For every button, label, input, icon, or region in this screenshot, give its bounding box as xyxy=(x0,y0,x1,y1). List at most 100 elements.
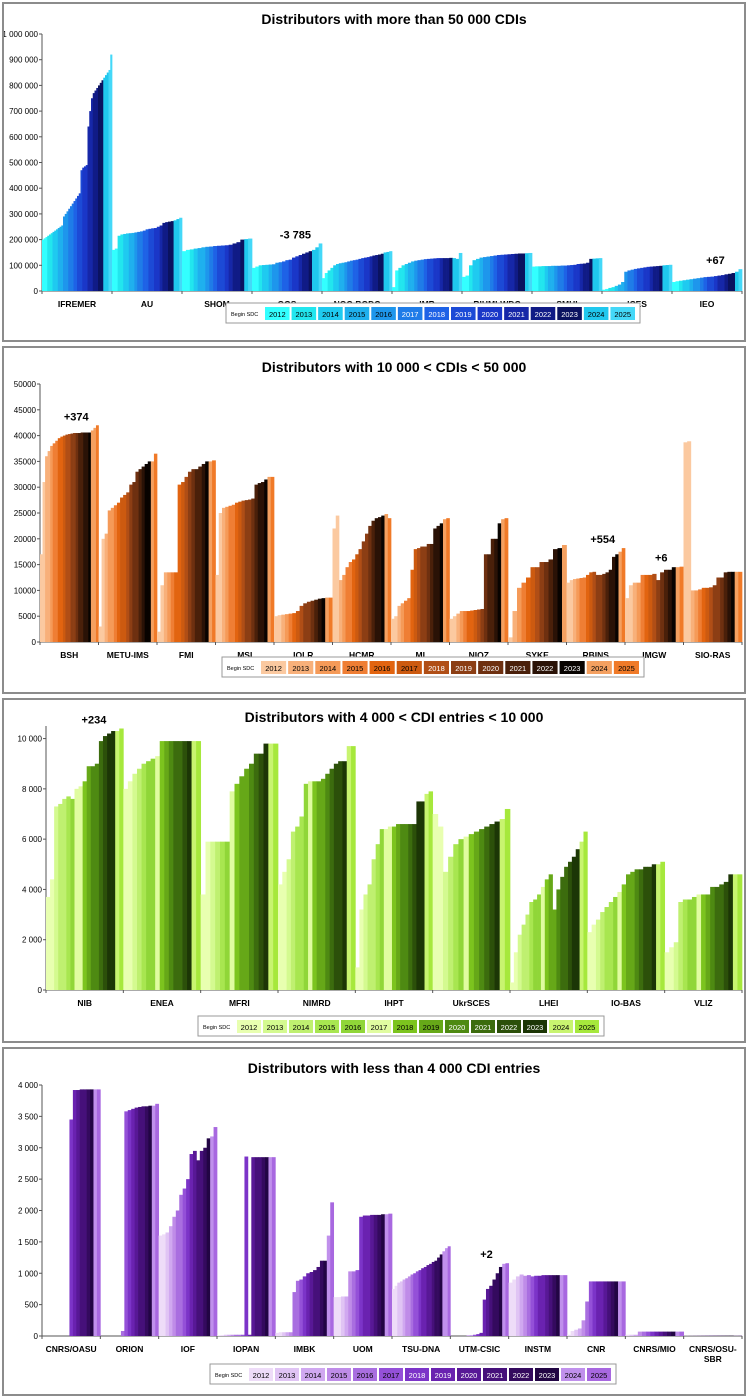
bar xyxy=(187,741,192,990)
bar xyxy=(384,514,389,642)
bar xyxy=(316,1266,321,1336)
bar xyxy=(239,776,245,990)
bar xyxy=(574,1329,579,1336)
bar xyxy=(333,1297,338,1336)
bar xyxy=(93,427,97,642)
legend-swatch xyxy=(505,661,531,674)
chart-panel-4: Distributors with less than 4 000 CDI en… xyxy=(2,1047,746,1396)
bar xyxy=(589,258,593,292)
bar xyxy=(553,549,558,642)
x-tick-label: FMI xyxy=(179,650,194,660)
bar xyxy=(625,1334,630,1336)
bar xyxy=(682,899,688,990)
legend-year: 2025 xyxy=(579,1023,596,1032)
bar xyxy=(392,1288,395,1336)
bar xyxy=(560,265,565,291)
bar xyxy=(90,1089,94,1336)
bar xyxy=(728,874,734,990)
bar xyxy=(434,1260,438,1336)
bar xyxy=(637,1331,643,1336)
bar xyxy=(579,263,584,291)
bar xyxy=(42,239,45,291)
bar xyxy=(735,271,739,291)
group-nimrd xyxy=(278,746,356,990)
bar xyxy=(633,1334,639,1336)
bar xyxy=(224,841,231,990)
bar xyxy=(668,264,673,291)
x-tick-label: AU xyxy=(141,299,153,309)
bar xyxy=(52,231,55,291)
y-tick-label: 700 000 xyxy=(9,107,38,116)
bar xyxy=(127,781,133,990)
legend-swatch xyxy=(291,307,317,320)
bar xyxy=(285,260,290,291)
legend-year: 2017 xyxy=(401,664,418,673)
bar xyxy=(458,252,463,291)
bar xyxy=(442,1251,446,1336)
legend-year: 2021 xyxy=(510,664,527,673)
legend-year: 2015 xyxy=(349,310,366,319)
bar xyxy=(437,826,444,990)
bar xyxy=(351,746,356,990)
bar xyxy=(83,1089,87,1336)
bar xyxy=(634,869,640,990)
y-tick-label: 4 000 xyxy=(18,1081,39,1090)
bar xyxy=(378,254,382,291)
bar xyxy=(600,912,605,990)
group-syke xyxy=(508,544,567,642)
bar xyxy=(80,432,84,642)
x-tick-label: CNRS/MIO xyxy=(633,1344,676,1354)
bar xyxy=(120,1330,125,1336)
bar xyxy=(85,432,89,642)
bar xyxy=(120,234,124,291)
x-tick-label: CNR xyxy=(587,1344,605,1354)
bar xyxy=(548,874,553,990)
bar xyxy=(483,554,488,642)
bar xyxy=(82,167,85,291)
bar xyxy=(547,266,552,291)
y-tick-label: 1 000 xyxy=(18,1269,39,1278)
bar xyxy=(305,252,310,291)
bar xyxy=(113,505,118,642)
bar xyxy=(248,499,252,642)
bar xyxy=(386,251,390,291)
bar xyxy=(302,253,306,291)
bar xyxy=(362,1215,367,1336)
y-tick-label: 2 000 xyxy=(18,1207,39,1216)
legend-swatch xyxy=(549,1020,573,1033)
group-sio-ras xyxy=(683,441,743,642)
bar xyxy=(146,761,151,990)
bar xyxy=(599,1281,604,1336)
bar xyxy=(518,253,522,291)
legend-swatch xyxy=(405,1368,429,1381)
bar xyxy=(338,761,343,990)
chart-over-50000: Distributors with more than 50 000 CDIs 0… xyxy=(4,11,743,324)
legend-title: Begin SDC xyxy=(203,1025,230,1031)
bar xyxy=(327,270,331,291)
bar xyxy=(537,1275,542,1336)
bar xyxy=(367,884,372,990)
bar xyxy=(595,574,600,642)
bar xyxy=(701,587,706,642)
legend-swatch xyxy=(342,661,368,674)
bar xyxy=(537,894,542,990)
bar xyxy=(388,1213,393,1336)
bar xyxy=(306,1273,310,1336)
bar xyxy=(605,572,610,642)
group-au xyxy=(112,217,183,291)
bar xyxy=(339,580,343,642)
bar xyxy=(448,856,454,990)
bar xyxy=(427,258,431,292)
bar xyxy=(218,513,223,642)
bar xyxy=(170,572,175,642)
bar xyxy=(462,276,466,291)
legend-year: 2020 xyxy=(482,664,499,673)
bar xyxy=(337,1297,342,1336)
group-shom xyxy=(182,238,253,291)
legend-year: 2013 xyxy=(279,1371,296,1380)
bar xyxy=(456,613,461,642)
bar xyxy=(377,1214,382,1336)
bar xyxy=(240,239,245,291)
bar xyxy=(628,585,634,642)
bar xyxy=(344,262,348,291)
